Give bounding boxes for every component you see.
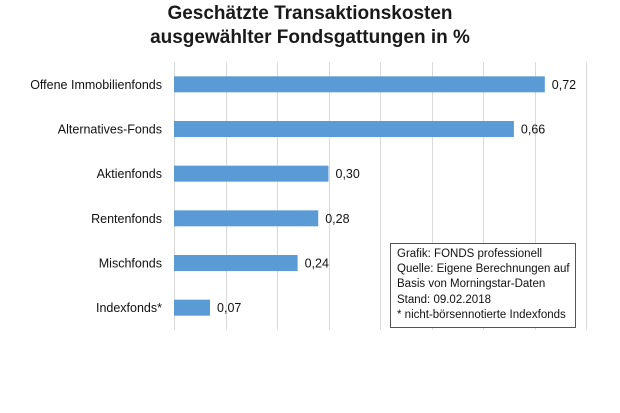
- value-label-4: 0,28: [325, 212, 349, 226]
- category-label-1: Offene Immobilienfonds: [30, 78, 162, 92]
- category-label-5: Mischfonds: [99, 257, 162, 271]
- chart-title: Geschätzte Transaktionskosten ausgewählt…: [0, 2, 620, 50]
- value-label-5: 0,24: [305, 257, 329, 271]
- chart-title-line-1: Geschätzte Transaktionskosten: [167, 3, 453, 24]
- bar-1: [174, 76, 545, 93]
- chart-title-line-2: ausgewählter Fondsgattungen in %: [150, 27, 470, 48]
- note-line-graphic: Grafik: FONDS professionell: [397, 248, 543, 260]
- note-line-footnote: * nicht-börsennotierte Indexfonds: [397, 308, 566, 321]
- source-note-box: Grafik: FONDS professionell Quelle: Eige…: [390, 243, 576, 328]
- bar-5: [174, 255, 298, 271]
- bar-3: [174, 165, 329, 182]
- labels: Offene Immobilienfonds 0,72 Alternatives-F…: [30, 78, 576, 315]
- bar-4: [174, 210, 319, 227]
- value-label-2: 0,66: [521, 123, 545, 137]
- category-label-2: Alternatives-Fonds: [58, 123, 162, 137]
- note-line-basis: Basis von Morningstar-Daten: [397, 278, 546, 291]
- bar-2: [174, 121, 514, 137]
- note-line-date: Stand: 09.02.2018: [397, 293, 491, 306]
- note-line-source: Quelle: Eigene Berechnungen auf: [397, 263, 570, 276]
- bars: [174, 76, 545, 316]
- bar-6: [174, 299, 211, 316]
- value-label-6: 0,07: [217, 301, 241, 315]
- category-label-3: Aktienfonds: [97, 167, 162, 181]
- value-label-1: 0,72: [552, 78, 576, 92]
- value-label-3: 0,30: [336, 167, 360, 181]
- category-label-6: Indexfonds*: [96, 301, 162, 315]
- category-label-4: Rentenfonds: [91, 212, 162, 226]
